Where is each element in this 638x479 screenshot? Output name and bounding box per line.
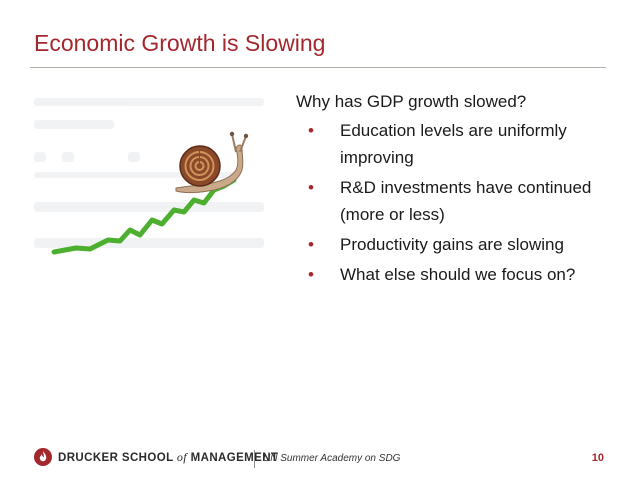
bullet-marker: • xyxy=(308,235,314,254)
snail-on-growth-line-icon xyxy=(34,98,264,255)
logo-end-text: MANAGEMENT xyxy=(190,451,279,464)
title-divider xyxy=(30,67,606,68)
drucker-school-logo: DRUCKER SCHOOL of MANAGEMENT xyxy=(34,448,278,466)
bullet-marker: • xyxy=(308,178,314,197)
footer-label: UN Summer Academy on SDG xyxy=(263,453,401,464)
footer-divider xyxy=(254,450,255,468)
slide-footer: DRUCKER SCHOOL of MANAGEMENT UN Summer A… xyxy=(0,446,638,472)
question-text: Why has GDP growth slowed? xyxy=(296,92,527,111)
list-item: • What else should we focus on? xyxy=(296,261,596,288)
page-number: 10 xyxy=(591,452,604,464)
slide-body: Why has GDP growth slowed? • Education l… xyxy=(296,88,596,291)
logo-wordmark: DRUCKER SCHOOL of MANAGEMENT xyxy=(58,450,278,465)
list-item: • Education levels are uniformly improvi… xyxy=(296,117,596,171)
bullet-text: Productivity gains are slowing xyxy=(340,235,564,254)
list-item: • Productivity gains are slowing xyxy=(296,231,596,258)
bullet-marker: • xyxy=(308,121,314,140)
list-item: • R&D investments have continued (more o… xyxy=(296,174,596,228)
bullet-text: What else should we focus on? xyxy=(340,265,576,284)
logo-main-text: DRUCKER SCHOOL xyxy=(58,451,174,464)
flame-icon xyxy=(34,448,52,466)
bullet-list: • Education levels are uniformly improvi… xyxy=(296,117,596,288)
bullet-text: R&D investments have continued (more or … xyxy=(340,178,592,224)
slide-title: Economic Growth is Slowing xyxy=(34,30,326,56)
bullet-marker: • xyxy=(308,265,314,284)
bullet-text: Education levels are uniformly improving xyxy=(340,121,567,167)
logo-of-text: of xyxy=(176,449,188,464)
